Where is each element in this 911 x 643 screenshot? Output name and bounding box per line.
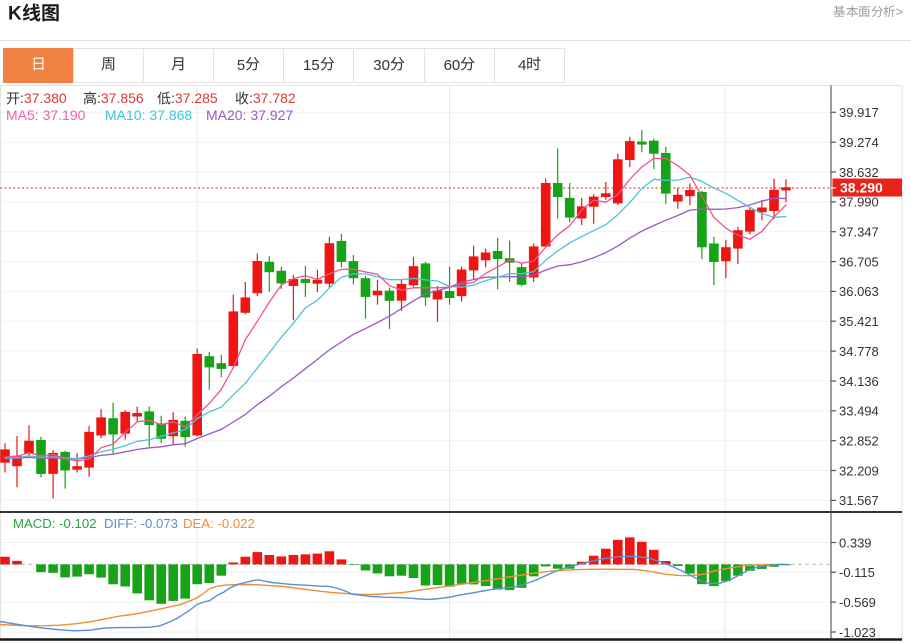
svg-text:0.339: 0.339 [839, 535, 872, 550]
svg-text:36.705: 36.705 [839, 254, 879, 269]
svg-text:31.567: 31.567 [839, 493, 879, 508]
svg-text:35.421: 35.421 [839, 314, 879, 329]
svg-text:-0.569: -0.569 [839, 595, 876, 610]
svg-text:39.917: 39.917 [839, 105, 879, 120]
svg-text:32.852: 32.852 [839, 434, 879, 449]
svg-text:37.990: 37.990 [839, 195, 879, 210]
svg-text:39.274: 39.274 [839, 135, 879, 150]
svg-text:38.290: 38.290 [840, 180, 883, 196]
svg-text:34.778: 34.778 [839, 344, 879, 359]
svg-text:34.136: 34.136 [839, 374, 879, 389]
svg-text:32.209: 32.209 [839, 463, 879, 478]
svg-text:36.063: 36.063 [839, 284, 879, 299]
svg-text:38.632: 38.632 [839, 165, 879, 180]
svg-text:-0.115: -0.115 [839, 565, 875, 580]
svg-text:37.347: 37.347 [839, 225, 879, 240]
svg-text:33.494: 33.494 [839, 404, 879, 419]
svg-text:-1.023: -1.023 [839, 625, 876, 640]
